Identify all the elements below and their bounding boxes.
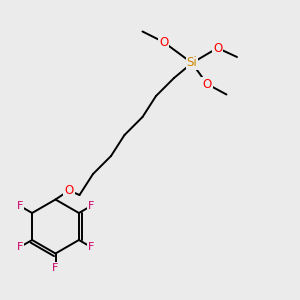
Text: F: F bbox=[88, 201, 94, 211]
Text: O: O bbox=[159, 35, 168, 49]
Text: F: F bbox=[16, 242, 23, 252]
Text: O: O bbox=[64, 184, 74, 197]
Text: F: F bbox=[16, 201, 23, 211]
Text: O: O bbox=[202, 77, 211, 91]
Text: F: F bbox=[52, 263, 59, 273]
Text: F: F bbox=[88, 242, 94, 252]
Text: O: O bbox=[213, 41, 222, 55]
Text: Si: Si bbox=[187, 56, 197, 70]
